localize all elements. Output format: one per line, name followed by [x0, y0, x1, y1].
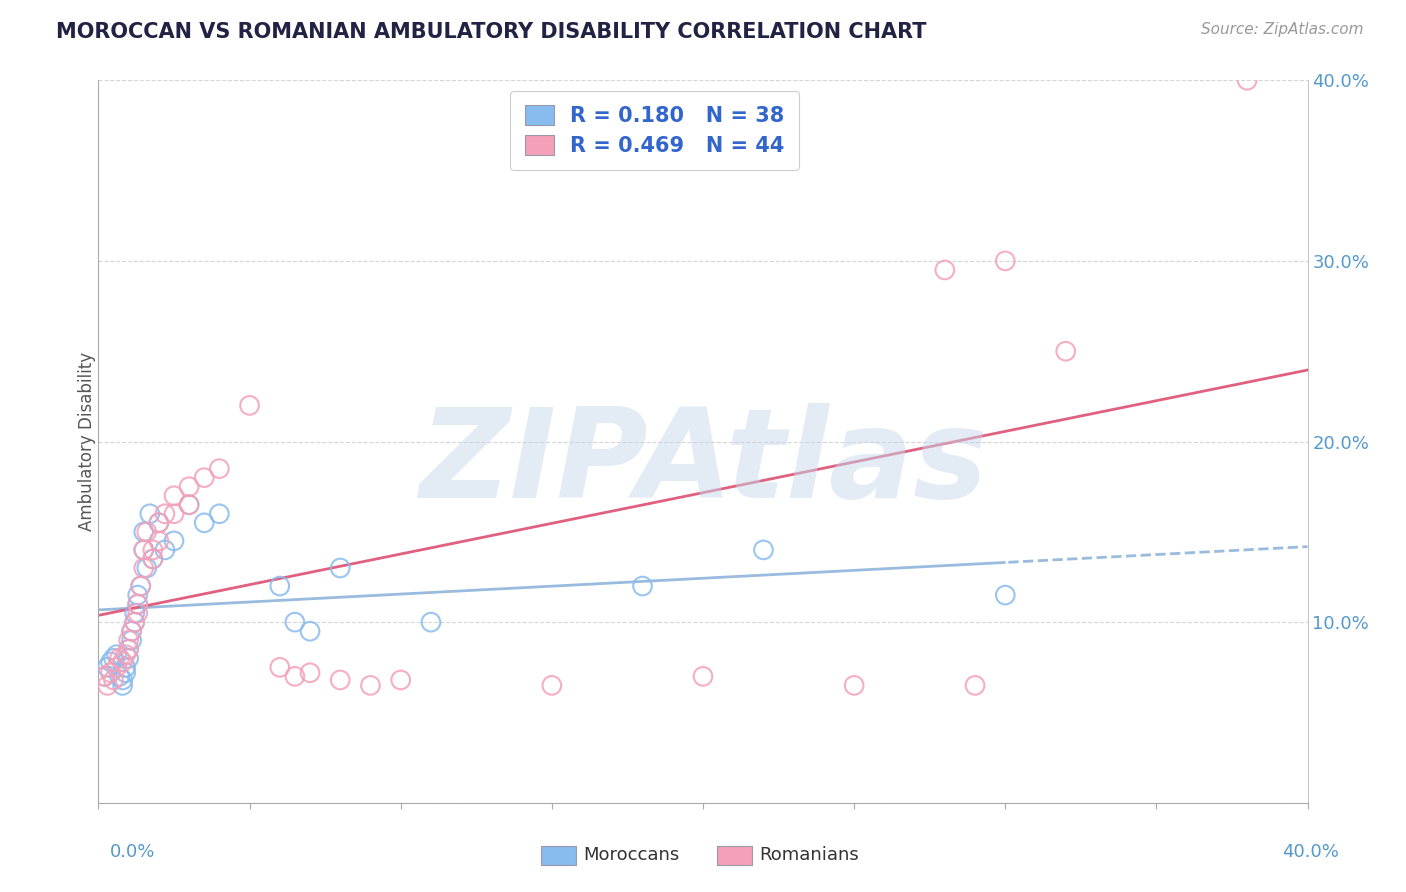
Point — [153, 507, 176, 521]
Point — [389, 673, 412, 687]
Point — [135, 561, 157, 575]
Point — [129, 579, 152, 593]
Point — [96, 660, 118, 674]
Point — [124, 606, 146, 620]
Point — [284, 669, 307, 683]
Point — [96, 678, 118, 692]
Point — [193, 471, 215, 485]
Text: 0.0%: 0.0% — [110, 843, 155, 861]
Point — [127, 606, 149, 620]
Point — [108, 651, 131, 665]
Point — [148, 516, 170, 530]
Point — [148, 533, 170, 548]
Point — [100, 655, 122, 669]
Point — [114, 648, 136, 662]
Point — [360, 678, 382, 692]
Point — [142, 542, 165, 557]
Point — [179, 498, 201, 512]
Point — [208, 461, 231, 475]
Point — [179, 498, 201, 512]
Point — [1054, 344, 1077, 359]
Point — [118, 651, 141, 665]
Point — [105, 660, 128, 674]
Point — [139, 507, 162, 521]
Point — [179, 480, 201, 494]
Point — [299, 624, 322, 639]
Point — [105, 648, 128, 662]
Point — [163, 489, 186, 503]
Point — [111, 678, 134, 692]
Point — [540, 678, 562, 692]
Point — [118, 642, 141, 657]
Point — [994, 254, 1017, 268]
Text: ZIPAtlas: ZIPAtlas — [419, 402, 987, 524]
Point — [239, 398, 262, 412]
Point — [965, 678, 987, 692]
Point — [329, 561, 352, 575]
Point — [121, 633, 143, 648]
Point — [121, 624, 143, 639]
Point — [163, 533, 186, 548]
Point — [132, 561, 155, 575]
Text: Romanians: Romanians — [759, 847, 859, 864]
Point — [108, 669, 131, 683]
Text: Moroccans: Moroccans — [583, 847, 679, 864]
Point — [994, 588, 1017, 602]
Text: MOROCCAN VS ROMANIAN AMBULATORY DISABILITY CORRELATION CHART: MOROCCAN VS ROMANIAN AMBULATORY DISABILI… — [56, 22, 927, 42]
Y-axis label: Ambulatory Disability: Ambulatory Disability — [79, 352, 96, 531]
Point — [692, 669, 714, 683]
Point — [269, 579, 291, 593]
Point — [118, 633, 141, 648]
Point — [127, 597, 149, 611]
Text: Source: ZipAtlas.com: Source: ZipAtlas.com — [1201, 22, 1364, 37]
Point — [129, 579, 152, 593]
Point — [114, 665, 136, 680]
Point — [118, 642, 141, 657]
Point — [934, 263, 956, 277]
Point — [127, 588, 149, 602]
Point — [148, 516, 170, 530]
Point — [752, 542, 775, 557]
Point — [163, 507, 186, 521]
Point — [299, 665, 322, 680]
Legend: R = 0.180   N = 38, R = 0.469   N = 44: R = 0.180 N = 38, R = 0.469 N = 44 — [510, 91, 800, 170]
Point — [284, 615, 307, 630]
Point — [132, 542, 155, 557]
Point — [329, 673, 352, 687]
Point — [111, 673, 134, 687]
Point — [127, 597, 149, 611]
Point — [142, 552, 165, 566]
Point — [121, 624, 143, 639]
Point — [100, 665, 122, 680]
Point — [124, 615, 146, 630]
Point — [844, 678, 866, 692]
Point — [124, 615, 146, 630]
Point — [208, 507, 231, 521]
Point — [142, 552, 165, 566]
Point — [631, 579, 654, 593]
Point — [1236, 73, 1258, 87]
Point — [93, 669, 115, 683]
Point — [114, 660, 136, 674]
Point — [103, 651, 125, 665]
Point — [103, 673, 125, 687]
Point — [132, 524, 155, 539]
Point — [111, 655, 134, 669]
Point — [135, 524, 157, 539]
Point — [420, 615, 443, 630]
Point — [132, 542, 155, 557]
Point — [269, 660, 291, 674]
Point — [193, 516, 215, 530]
Text: 40.0%: 40.0% — [1282, 843, 1339, 861]
Point — [93, 669, 115, 683]
Point — [153, 542, 176, 557]
